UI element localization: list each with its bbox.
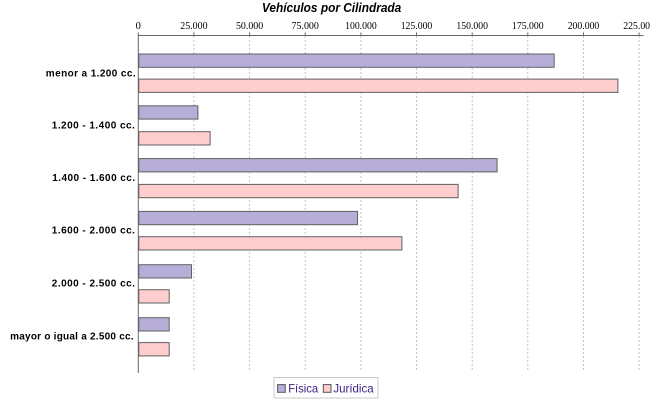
svg-text:125.000: 125.000 [401, 21, 433, 32]
svg-text:1.400 - 1.600 cc.: 1.400 - 1.600 cc. [52, 173, 135, 184]
svg-text:50.000: 50.000 [236, 21, 263, 32]
svg-text:Vehículos por Cilindrada: Vehículos por Cilindrada [262, 0, 401, 15]
svg-text:100.000: 100.000 [345, 21, 377, 32]
svg-text:75.000: 75.000 [292, 21, 319, 32]
svg-text:150.000: 150.000 [456, 21, 488, 32]
svg-text:menor a 1.200 cc.: menor a 1.200 cc. [46, 68, 136, 79]
svg-text:225.000: 225.000 [623, 21, 650, 32]
svg-text:1.200 - 1.400 cc.: 1.200 - 1.400 cc. [52, 121, 135, 132]
svg-text:25.000: 25.000 [180, 21, 207, 32]
svg-text:Física: Física [288, 382, 318, 396]
svg-text:2.000 - 2.500 cc.: 2.000 - 2.500 cc. [52, 278, 135, 289]
svg-text:Jurídica: Jurídica [333, 382, 373, 396]
svg-text:1.600 - 2.000 cc.: 1.600 - 2.000 cc. [52, 226, 135, 237]
svg-text:175.000: 175.000 [512, 21, 544, 32]
svg-text:0: 0 [136, 21, 141, 32]
svg-text:200.000: 200.000 [568, 21, 600, 32]
svg-text:mayor o igual a 2.500 cc.: mayor o igual a 2.500 cc. [10, 332, 134, 343]
